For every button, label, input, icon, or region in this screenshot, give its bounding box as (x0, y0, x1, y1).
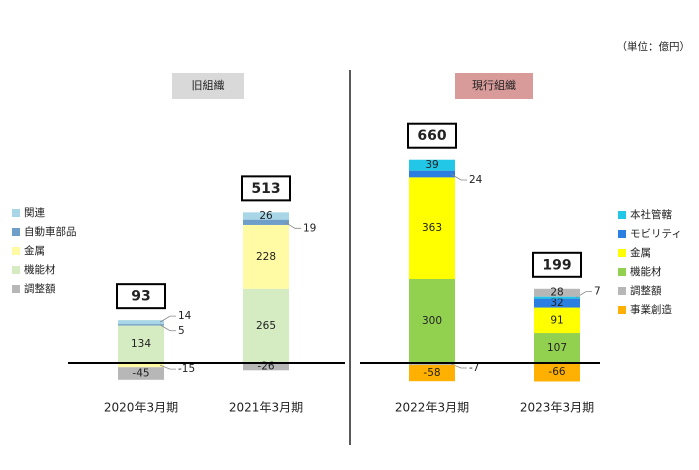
value-label: 107 (547, 342, 567, 354)
total-box (407, 122, 457, 149)
legend-label: 金属 (24, 244, 45, 257)
legend-swatch (618, 287, 626, 295)
total-label: 93 (131, 289, 150, 305)
value-label: 24 (469, 174, 483, 186)
bar-segment (118, 363, 164, 368)
value-label: 265 (256, 320, 276, 332)
panel-label-box (455, 73, 533, 99)
legend-label: 本社管轄 (630, 208, 672, 221)
bar-segment (534, 296, 580, 299)
panel-label: 旧組織 (192, 79, 225, 92)
legend-label: 関連 (24, 206, 45, 219)
legend-label: 自動車部品 (24, 225, 77, 238)
leader-line (159, 364, 176, 370)
bar-segment (534, 307, 580, 334)
bar-segment (243, 224, 289, 289)
value-label: 228 (256, 251, 276, 263)
bar-segment (243, 212, 289, 220)
legend-label: 金属 (630, 246, 651, 259)
value-label: 26 (259, 210, 273, 222)
value-label: -15 (178, 363, 195, 375)
total-label: 199 (542, 257, 571, 273)
legend-swatch (12, 228, 20, 236)
value-label: 14 (178, 310, 192, 322)
legend-swatch (12, 266, 20, 274)
value-label: -7 (469, 362, 479, 374)
bar-segment (534, 363, 580, 382)
value-label: 39 (425, 159, 438, 171)
bar-segment (534, 298, 580, 308)
legend-label: 事業創造 (630, 303, 672, 316)
value-label: 7 (594, 286, 601, 298)
leader-line (284, 221, 301, 229)
legend-label: 機能材 (630, 265, 662, 278)
x-tick-label: 2022年3月期 (395, 401, 469, 415)
value-label: 300 (422, 315, 442, 327)
unit-label: （単位：億円） (617, 40, 691, 53)
value-label: 19 (303, 222, 316, 234)
bar-segment (118, 324, 164, 326)
value-label: 134 (131, 338, 151, 350)
total-label: 660 (417, 128, 446, 144)
bar-segment (534, 333, 580, 363)
legend-label: 調整額 (630, 284, 662, 297)
bar-segment (534, 288, 580, 297)
total-box (116, 283, 166, 310)
value-label: -66 (548, 366, 565, 378)
bar-segment (243, 363, 289, 371)
bar-segment (409, 170, 455, 178)
legend-swatch (618, 306, 626, 314)
legend-swatch (12, 285, 20, 293)
legend-swatch (618, 268, 626, 276)
legend-swatch (12, 209, 20, 217)
value-label: -58 (423, 367, 440, 379)
value-label: 363 (422, 222, 442, 234)
bar-segment (409, 279, 455, 363)
leader-line (159, 324, 176, 332)
legend-label: モビリティ (630, 228, 682, 240)
total-box (532, 251, 582, 278)
bar-segment (118, 325, 164, 363)
legend-swatch (618, 211, 626, 219)
panel-label: 現行組織 (472, 79, 516, 92)
bar-segment (409, 159, 455, 171)
bar-segment (118, 320, 164, 325)
legend-swatch (618, 230, 626, 238)
bar-segment (243, 219, 289, 225)
leader-line (450, 173, 467, 181)
legend-swatch (618, 249, 626, 257)
x-tick-label: 2023年3月期 (520, 401, 594, 415)
value-label: 5 (178, 325, 185, 337)
legend-label: 機能材 (24, 263, 56, 276)
leader-line (159, 315, 176, 323)
value-label: 28 (550, 287, 563, 299)
total-label: 513 (251, 181, 280, 197)
value-label: -45 (132, 368, 149, 380)
bar-segment (243, 288, 289, 363)
x-tick-label: 2021年3月期 (229, 401, 303, 415)
panel-label-box (172, 73, 244, 99)
legend-swatch (12, 247, 20, 255)
value-label: 91 (550, 314, 563, 326)
bar-segment (409, 177, 455, 279)
x-tick-label: 2020年3月期 (104, 401, 178, 415)
total-box (241, 175, 291, 202)
bar-segment (118, 367, 164, 380)
legend-label: 調整額 (24, 282, 56, 295)
value-label: 32 (550, 297, 563, 309)
bar-segment (409, 364, 455, 382)
